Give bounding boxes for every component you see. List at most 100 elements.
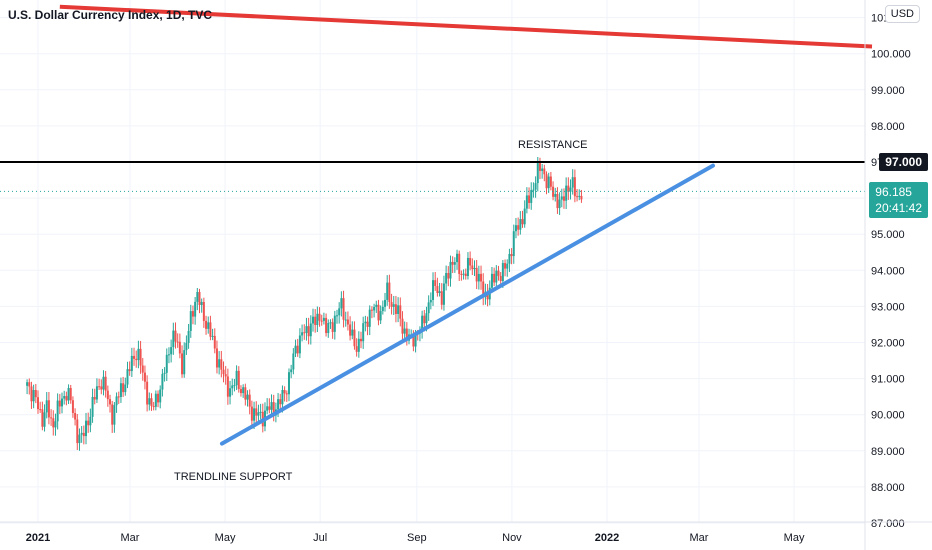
x-tick-label: May — [784, 532, 805, 544]
candle-body — [504, 263, 507, 269]
resistance-label: RESISTANCE — [518, 139, 587, 151]
candle-body — [460, 273, 463, 275]
candle-body — [325, 317, 328, 334]
candle-body — [191, 311, 194, 317]
currency-button[interactable]: USD — [884, 5, 920, 23]
candle-body — [543, 168, 546, 175]
candle-body — [501, 263, 504, 282]
candle-body — [318, 313, 321, 321]
candle-body — [137, 348, 140, 361]
candles — [26, 157, 583, 451]
candle-body — [268, 406, 271, 410]
candle-body — [576, 196, 579, 198]
candle-body — [133, 355, 136, 359]
candle-body — [146, 381, 149, 405]
candle-body — [50, 417, 53, 419]
candle-body — [102, 376, 105, 390]
candle-body — [565, 185, 568, 201]
candle-body — [486, 291, 489, 300]
candle-body — [528, 195, 531, 203]
candle-body — [381, 306, 384, 312]
candle-body — [497, 270, 500, 276]
chart-title: U.S. Dollar Currency Index, 1D, TVC — [8, 8, 213, 22]
candle-body — [215, 348, 218, 368]
candle-body — [207, 322, 210, 329]
candle-body — [434, 280, 437, 287]
candle-body — [104, 376, 107, 391]
candle-body — [519, 219, 522, 230]
candle-body — [438, 291, 441, 294]
candle-body — [482, 281, 485, 298]
candle-body — [78, 434, 81, 444]
candle-body — [113, 405, 116, 425]
candle-body — [98, 386, 101, 388]
candle-body — [436, 286, 439, 294]
time-axis[interactable]: 2021 Mar May Jul Sep Nov 2022 Mar May — [0, 521, 932, 544]
candle-body — [235, 370, 238, 386]
candle-body — [296, 345, 299, 354]
candle-body — [279, 399, 282, 405]
candle-body — [82, 432, 85, 437]
candle-body — [538, 163, 541, 171]
candle-body — [338, 308, 341, 316]
y-tick-label: 95.000 — [871, 229, 905, 241]
y-tick-label: 93.000 — [871, 301, 905, 313]
candle-body — [41, 409, 44, 427]
candle-body — [34, 390, 37, 398]
price-axis[interactable]: 87.000 88.000 89.000 90.000 91.000 92.000 93.0… — [864, 0, 911, 550]
candle-body — [342, 298, 345, 320]
candle-body — [270, 402, 273, 410]
candle-body — [490, 273, 493, 288]
candle-body — [165, 354, 168, 373]
last-price: 96.185 — [875, 185, 912, 199]
candle-body — [47, 400, 50, 418]
candle-body — [554, 193, 557, 197]
candle-body — [445, 272, 448, 284]
candle-body — [532, 189, 535, 191]
support-trendline[interactable] — [219, 163, 716, 446]
candle-body — [167, 354, 170, 356]
candle-body — [552, 186, 555, 197]
candle-body — [466, 257, 469, 276]
candle-body — [244, 387, 247, 400]
downtrend-line[interactable] — [59, 4, 873, 49]
candle-body — [414, 333, 417, 347]
candle-body — [329, 322, 332, 324]
candle-body — [174, 330, 177, 342]
candle-body — [80, 432, 83, 435]
candle-body — [87, 420, 90, 426]
candle-body — [143, 372, 146, 382]
candle-body — [521, 219, 524, 225]
x-tick-label: Mar — [120, 532, 139, 544]
candle-body — [377, 304, 380, 321]
candle-body — [309, 323, 312, 337]
candle-body — [187, 330, 190, 343]
candle-body — [111, 404, 114, 425]
candle-body — [213, 335, 216, 349]
candle-body — [135, 358, 138, 361]
candle-body — [499, 275, 502, 282]
candle-body — [353, 329, 356, 347]
candle-body — [401, 318, 404, 334]
candle-body — [89, 416, 92, 426]
candle-body — [392, 304, 395, 307]
candle-body — [283, 390, 286, 394]
candle-body — [226, 376, 229, 397]
candle-body — [340, 298, 343, 309]
candle-body — [69, 387, 72, 401]
candle-body — [56, 400, 59, 422]
x-tick-label: Jul — [313, 532, 327, 544]
candle-body — [93, 396, 96, 400]
candle-body — [28, 382, 31, 387]
y-tick-label: 92.000 — [871, 338, 905, 350]
candle-body — [198, 292, 201, 305]
candle-body — [45, 400, 48, 413]
candle-body — [344, 319, 347, 321]
candle-body — [405, 328, 408, 341]
candle-body — [30, 386, 33, 402]
candle-body — [154, 393, 157, 407]
y-tick-label: 88.000 — [871, 482, 905, 494]
candle-body — [541, 168, 544, 171]
candle-body — [471, 265, 474, 270]
